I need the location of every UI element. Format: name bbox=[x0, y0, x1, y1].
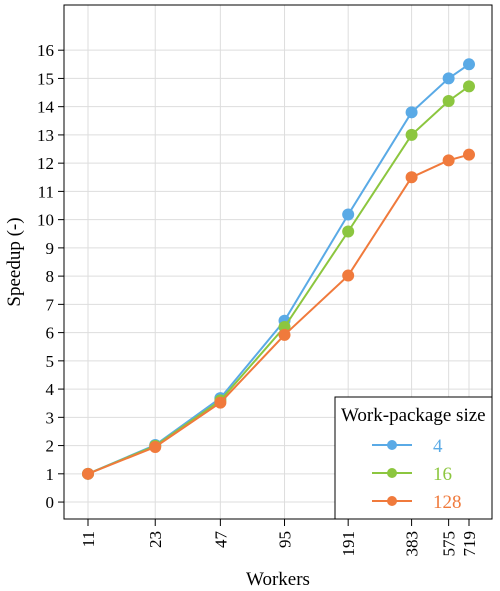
y-axis-title: Speedup (-) bbox=[4, 217, 25, 306]
y-tick-label: 7 bbox=[46, 295, 55, 314]
legend: Work-package size 4 16 128 bbox=[334, 396, 493, 520]
legend-marker-4 bbox=[387, 440, 397, 450]
data-point-128-191 bbox=[342, 269, 355, 282]
legend-marker-128 bbox=[387, 496, 397, 506]
x-tick-label: 383 bbox=[403, 531, 422, 557]
legend-marker-16 bbox=[387, 468, 397, 478]
y-tick-label: 13 bbox=[37, 126, 54, 145]
y-tick-label: 2 bbox=[46, 437, 55, 456]
data-point-16-575 bbox=[442, 95, 455, 108]
x-tick-label: 23 bbox=[146, 531, 165, 548]
legend-label-4: 4 bbox=[433, 436, 443, 457]
legend-box bbox=[334, 396, 493, 520]
y-tick-label: 11 bbox=[38, 182, 54, 201]
data-point-16-383 bbox=[405, 128, 418, 141]
x-tick-label: 719 bbox=[460, 531, 479, 557]
grid bbox=[64, 5, 492, 519]
y-tick-label: 10 bbox=[37, 211, 54, 230]
x-axis-title: Workers bbox=[246, 569, 310, 590]
plot-frame bbox=[63, 4, 493, 520]
y-tick-label: 4 bbox=[46, 380, 55, 399]
data-point-128-719 bbox=[463, 148, 475, 161]
x-tick-label: 11 bbox=[79, 531, 98, 547]
data-point-4-383 bbox=[405, 106, 418, 119]
data-point-128-95 bbox=[278, 328, 291, 341]
y-tick-label: 6 bbox=[46, 324, 55, 343]
data-point-4-719 bbox=[463, 58, 475, 71]
x-tick-label: 191 bbox=[339, 531, 358, 557]
data-point-128-47 bbox=[214, 396, 227, 409]
y-tick-label: 15 bbox=[37, 69, 54, 88]
x-tick-label: 575 bbox=[440, 531, 459, 557]
data-point-16-191 bbox=[342, 225, 355, 238]
y-tick-label: 3 bbox=[46, 408, 55, 427]
series-line-128 bbox=[87, 153, 470, 475]
data-point-128-575 bbox=[442, 154, 455, 167]
y-tick-label: 5 bbox=[46, 352, 55, 371]
legend-title: Work-package size bbox=[341, 405, 486, 426]
data-point-128-383 bbox=[405, 171, 418, 184]
data-point-128-23 bbox=[149, 440, 162, 453]
legend-label-16: 16 bbox=[433, 464, 452, 485]
y-tick-label: 1 bbox=[46, 465, 55, 484]
data-point-16-719 bbox=[463, 80, 475, 93]
series-line-16 bbox=[87, 85, 470, 475]
y-tick-label: 0 bbox=[46, 493, 55, 512]
y-tick-label: 12 bbox=[37, 154, 54, 173]
y-tick-label: 16 bbox=[37, 41, 54, 60]
y-tick-label: 9 bbox=[46, 239, 55, 258]
y-tick-label: 14 bbox=[37, 98, 55, 117]
x-tick-label: 47 bbox=[211, 531, 230, 549]
data-point-4-191 bbox=[342, 208, 355, 221]
x-tick-label: 95 bbox=[276, 531, 295, 548]
data-point-4-575 bbox=[442, 72, 455, 85]
data-point-128-11 bbox=[82, 467, 94, 480]
y-tick-label: 8 bbox=[46, 267, 55, 286]
series-group bbox=[82, 58, 475, 480]
legend-label-128: 128 bbox=[433, 492, 462, 513]
x-axis: 11 23 47 95 191 383 575 719 bbox=[79, 519, 479, 557]
